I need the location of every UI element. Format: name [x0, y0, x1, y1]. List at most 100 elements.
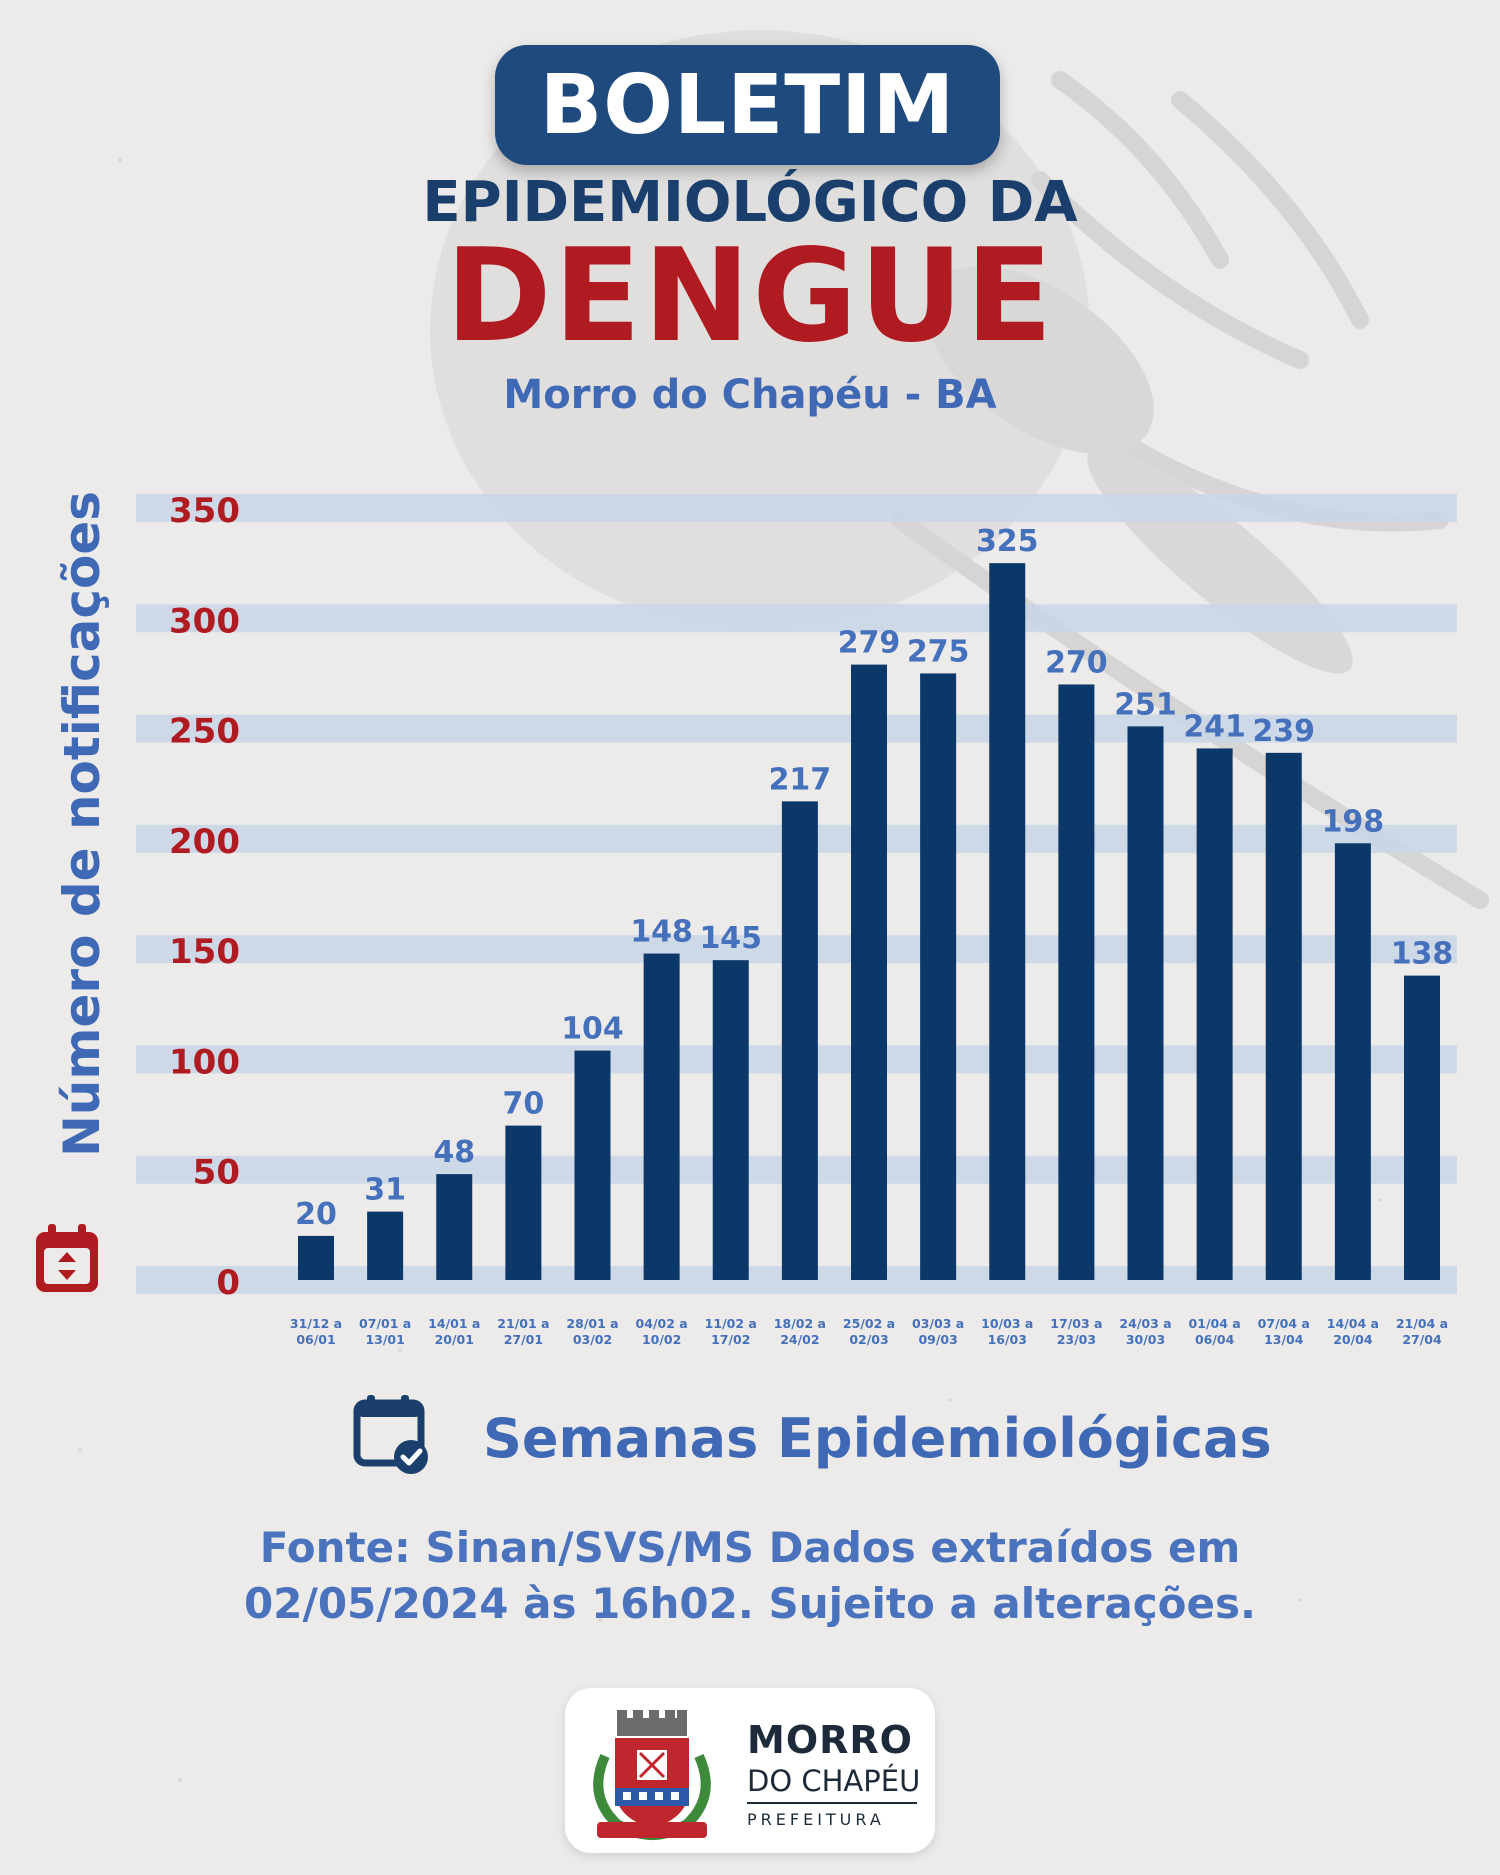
- x-tick-label-line: 25/02 a: [843, 1316, 895, 1331]
- x-tick-label-line: 21/01 a: [497, 1316, 549, 1331]
- prefeitura-logo: MORRO DO CHAPÉU PREFEITURA: [565, 1688, 935, 1853]
- bar: [574, 1050, 611, 1280]
- x-tick-label: 21/04 a 27/04: [1396, 1316, 1448, 1347]
- y-tick-label: 250: [169, 712, 240, 752]
- bar-value-label: 241: [1183, 709, 1246, 744]
- x-tick-label-line: 10/02: [642, 1332, 681, 1347]
- x-tick-label: 17/03 a 23/03: [1050, 1316, 1102, 1347]
- bar: [1127, 726, 1164, 1280]
- x-tick-label-line: 06/04: [1195, 1332, 1235, 1347]
- y-tick-label: 100: [169, 1042, 240, 1082]
- bar-value-label: 70: [503, 1087, 545, 1122]
- x-tick-label-line: 13/04: [1264, 1332, 1304, 1347]
- grid-band: [136, 604, 1457, 633]
- x-tick-label-line: 23/03: [1057, 1332, 1096, 1347]
- x-tick-label: 18/02 a 24/02: [774, 1316, 826, 1347]
- x-tick-label-line: 17/03 a: [1050, 1316, 1102, 1331]
- bulletin-label: BOLETIM: [539, 57, 956, 153]
- x-tick-label-line: 11/02 a: [705, 1316, 757, 1331]
- x-axis-ticks: 31/12 a 06/01 07/01 a 13/01 14/01 a 20/01 21/0…: [290, 1316, 1448, 1347]
- bar-value-label: 148: [630, 915, 693, 950]
- bar-value-label: 275: [907, 634, 970, 669]
- x-tick-label-line: 13/01: [365, 1332, 404, 1347]
- x-tick-label-line: 27/04: [1402, 1332, 1442, 1347]
- y-tick-label: 200: [169, 822, 240, 862]
- x-axis-title: Semanas Epidemiológicas: [483, 1407, 1272, 1470]
- bar-value-label: 325: [976, 524, 1039, 559]
- bar: [367, 1211, 404, 1280]
- bar-value-label: 48: [433, 1135, 475, 1170]
- bar-value-label: 270: [1045, 645, 1108, 680]
- x-tick-label-line: 09/03: [918, 1332, 957, 1347]
- x-tick-label-line: 01/04 a: [1189, 1316, 1241, 1331]
- x-tick-label: 04/02 a 10/02: [636, 1316, 688, 1347]
- x-tick-label: 21/01 a 27/01: [497, 1316, 549, 1347]
- y-tick-label: 50: [193, 1153, 240, 1193]
- bar: [436, 1174, 473, 1280]
- logo-text-do-chapeu: DO CHAPÉU: [747, 1764, 921, 1798]
- x-tick-label-line: 24/02: [780, 1332, 819, 1347]
- bars: [298, 563, 1440, 1280]
- x-tick-label: 07/01 a 13/01: [359, 1316, 411, 1347]
- x-tick-label-line: 02/03: [849, 1332, 888, 1347]
- x-tick-label-line: 17/02: [711, 1332, 750, 1347]
- x-tick-label-line: 03/03 a: [912, 1316, 964, 1331]
- bar-value-label: 138: [1391, 937, 1454, 972]
- x-tick-label: 07/04 a 13/04: [1258, 1316, 1310, 1347]
- bar: [1265, 752, 1302, 1280]
- bar: [851, 664, 887, 1280]
- bar-value-label: 20: [295, 1197, 337, 1232]
- grid-band: [136, 714, 1457, 743]
- bar-value-label: 239: [1252, 714, 1315, 749]
- x-tick-label: 11/02 a 17/02: [705, 1316, 757, 1347]
- x-tick-label-line: 10/03 a: [981, 1316, 1033, 1331]
- x-tick-label-line: 06/01: [296, 1332, 335, 1347]
- bar-value-label: 104: [561, 1012, 624, 1047]
- bar-value-label: 251: [1114, 687, 1177, 722]
- x-tick-label-line: 24/03 a: [1119, 1316, 1171, 1331]
- x-tick-label: 10/03 a 16/03: [981, 1316, 1033, 1347]
- crest-emblem: [593, 1710, 711, 1840]
- bar: [298, 1235, 334, 1280]
- x-tick-label-line: 20/04: [1333, 1332, 1373, 1347]
- x-tick-label-line: 14/04 a: [1327, 1316, 1379, 1331]
- x-tick-label: 24/03 a 30/03: [1119, 1316, 1171, 1347]
- x-tick-label-line: 03/02: [573, 1332, 612, 1347]
- x-tick-label-line: 21/04 a: [1396, 1316, 1448, 1331]
- bar-value-label: 145: [699, 921, 762, 956]
- bar-value-label: 31: [364, 1173, 406, 1208]
- title-pill: BOLETIM: [495, 45, 1000, 165]
- bar: [505, 1125, 542, 1280]
- x-tick-label-line: 27/01: [504, 1332, 543, 1347]
- x-tick-label-line: 20/01: [435, 1332, 474, 1347]
- bar-value-label: 198: [1322, 804, 1385, 839]
- x-tick-label-line: 28/01 a: [566, 1316, 618, 1331]
- calendar-check-icon: [353, 1395, 428, 1474]
- bar: [989, 563, 1026, 1280]
- logo-text-morro: MORRO: [747, 1718, 913, 1762]
- y-tick-label: 350: [169, 491, 240, 531]
- x-tick-label-line: 04/02 a: [636, 1316, 688, 1331]
- bar: [781, 801, 818, 1280]
- x-tick-label: 31/12 a 06/01: [290, 1316, 342, 1347]
- bar: [1334, 843, 1371, 1280]
- location-label: Morro do Chapéu - BA: [503, 372, 997, 418]
- logo-divider: [747, 1802, 917, 1804]
- bar-value-label: 279: [838, 626, 901, 661]
- x-tick-label-line: 31/12 a: [290, 1316, 342, 1331]
- x-tick-label-line: 14/01 a: [428, 1316, 480, 1331]
- x-tick-label: 01/04 a 06/04: [1189, 1316, 1241, 1347]
- x-tick-label: 14/01 a 20/01: [428, 1316, 480, 1347]
- y-axis-ticks: 0 50 100 150 200 250 300 350: [169, 491, 240, 1303]
- bar: [1404, 975, 1440, 1280]
- grid-band: [136, 494, 1457, 522]
- bar: [1196, 748, 1233, 1280]
- subtitle: EPIDEMIOLÓGICO DA: [422, 170, 1078, 235]
- logo-text-prefeitura: PREFEITURA: [747, 1810, 885, 1829]
- x-tick-label-line: 07/04 a: [1258, 1316, 1310, 1331]
- bar: [1058, 684, 1095, 1280]
- x-tick-label: 25/02 a 02/03: [843, 1316, 895, 1347]
- bar: [643, 953, 680, 1280]
